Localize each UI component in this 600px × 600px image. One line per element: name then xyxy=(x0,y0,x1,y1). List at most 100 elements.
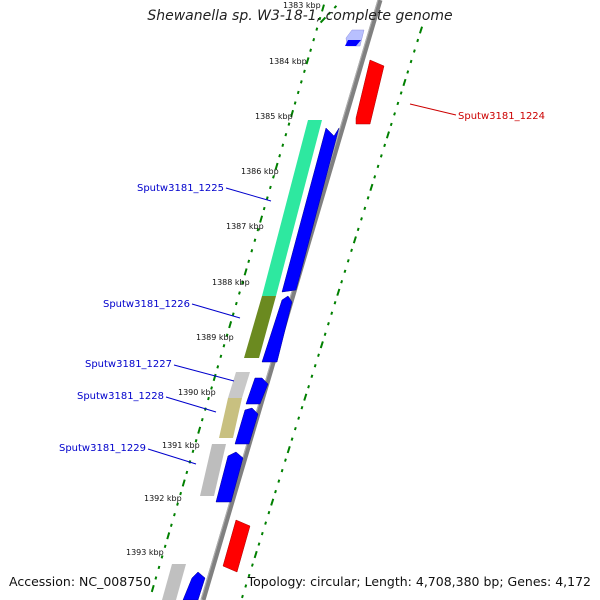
scale-tick xyxy=(376,164,380,169)
scale-tick xyxy=(216,365,220,369)
gene-Sputw3181_1229-bar[interactable] xyxy=(200,444,226,496)
scale-tick xyxy=(272,175,275,179)
scale-tick xyxy=(293,101,297,105)
gene-label-Sputw3181_1224[interactable]: Sputw3181_1224 xyxy=(458,111,545,122)
scale-tick xyxy=(379,154,383,158)
gene-Sputw3181_1228-bar[interactable] xyxy=(219,398,242,438)
scale-tick xyxy=(369,183,374,192)
scale-tick xyxy=(312,37,316,42)
scale-tick xyxy=(399,91,403,95)
genome-backbone xyxy=(200,0,383,600)
connector-Sputw3181_1225 xyxy=(225,187,272,202)
scale-tick xyxy=(241,594,244,599)
scale-tick xyxy=(207,396,210,401)
gene-Sputw3181_1225-bar[interactable] xyxy=(262,120,322,296)
gene-Sputw3181_1227-bar[interactable] xyxy=(228,372,250,398)
scale-tick xyxy=(346,259,350,263)
scale-tick xyxy=(373,175,377,179)
scale-tick xyxy=(210,386,213,390)
scale-tick xyxy=(360,217,363,221)
scale-tick xyxy=(169,523,173,527)
scale-tick xyxy=(194,439,198,443)
gene-forward-top[interactable] xyxy=(345,40,361,46)
scale-tick xyxy=(200,417,204,422)
topology-summary: Topology: circular; Length: 4,708,380 bp… xyxy=(247,574,591,589)
scale-tick xyxy=(293,426,297,431)
gene-Sputw3181_1225-forward[interactable] xyxy=(281,127,340,293)
gene-Sputw3181_1224[interactable] xyxy=(355,59,385,125)
gene-label-Sputw3181_1225[interactable]: Sputw3181_1225 xyxy=(137,183,224,194)
scale-tick xyxy=(416,38,420,43)
gene-label-Sputw3181_1227[interactable]: Sputw3181_1227 xyxy=(85,359,172,370)
scale-tick xyxy=(319,341,324,349)
scale-tick xyxy=(277,479,281,483)
scale-tick xyxy=(267,510,271,515)
gene-bottom-bar[interactable] xyxy=(162,564,186,600)
gene-reverse-bottom[interactable] xyxy=(222,519,251,573)
scale-tick xyxy=(173,512,176,517)
gene-Sputw3181_1229-forward[interactable] xyxy=(215,451,244,503)
scale-tick xyxy=(385,131,390,139)
scale-tick xyxy=(260,531,264,536)
scale-tick xyxy=(340,280,344,284)
gene-label-Sputw3181_1226[interactable]: Sputw3181_1226 xyxy=(103,299,190,310)
scale-label-1391: 1391 kbp xyxy=(162,441,200,450)
scale-tick xyxy=(313,363,317,368)
scale-label-1384: 1384 kbp xyxy=(269,57,307,66)
scale-tick xyxy=(241,280,244,285)
scale-tick xyxy=(234,301,238,306)
scale-tick xyxy=(256,227,260,232)
scale-tick xyxy=(253,550,258,559)
scale-tick xyxy=(247,259,251,264)
scale-tick xyxy=(323,332,327,336)
scale-tick xyxy=(176,502,179,506)
gene-forward-bottom[interactable] xyxy=(182,571,206,600)
scale-tick xyxy=(228,321,233,329)
scale-tick xyxy=(290,437,294,441)
scale-tick xyxy=(393,112,396,116)
scale-tick xyxy=(303,69,306,74)
scale-tick xyxy=(269,185,272,190)
scale-tick xyxy=(259,215,264,223)
scale-tick xyxy=(309,48,313,52)
scale-tick xyxy=(150,584,155,593)
scale-tick xyxy=(222,344,226,348)
scale-tick xyxy=(160,555,164,559)
scale-tick xyxy=(412,49,416,53)
scale-tick xyxy=(402,78,407,87)
accession-text: Accession: NC_008750 xyxy=(9,574,152,589)
scale-tick xyxy=(315,27,319,31)
scale-tick xyxy=(238,291,241,295)
scale-labels: 1383 kbp 1384 kbp 1385 kbp 1386 kbp 1387… xyxy=(126,1,321,557)
gene-label-Sputw3181_1229[interactable]: Sputw3181_1229 xyxy=(59,443,146,454)
connector-Sputw3181_1226 xyxy=(191,303,241,319)
gene-Sputw3181_1226-bar[interactable] xyxy=(244,296,276,358)
scale-tick xyxy=(157,565,161,570)
scale-tick xyxy=(299,80,303,84)
scale-label-1389: 1389 kbp xyxy=(196,333,234,342)
gene-Sputw3181_1226-forward[interactable] xyxy=(261,295,293,363)
scale-tick xyxy=(264,521,268,525)
scale-label-1385: 1385 kbp xyxy=(255,112,293,121)
scale-tick xyxy=(321,4,325,12)
gene-Sputw3181_1227-forward[interactable] xyxy=(245,377,269,405)
scale-label-1388: 1388 kbp xyxy=(212,278,250,287)
connector-Sputw3181_1229 xyxy=(147,448,197,465)
scale-tick xyxy=(250,563,254,567)
gene-label-Sputw3181_1228[interactable]: Sputw3181_1228 xyxy=(77,391,164,402)
scale-tick xyxy=(154,576,158,580)
scale-tick xyxy=(409,59,413,64)
scale-tick xyxy=(327,11,331,16)
scale-tick xyxy=(327,322,330,326)
scale-tick xyxy=(396,101,400,106)
scale-ticks-outer xyxy=(241,26,424,599)
scale-tick xyxy=(284,132,288,137)
scale-tick xyxy=(383,143,387,148)
scale-tick xyxy=(253,238,257,242)
map-title: Shewanella sp. W3-18-1, complete genome xyxy=(147,8,453,24)
scale-label-1387: 1387 kbp xyxy=(226,222,264,231)
scale-tick xyxy=(163,544,167,549)
gene-Sputw3181_1228-forward[interactable] xyxy=(234,407,259,445)
scale-tick xyxy=(181,479,186,487)
